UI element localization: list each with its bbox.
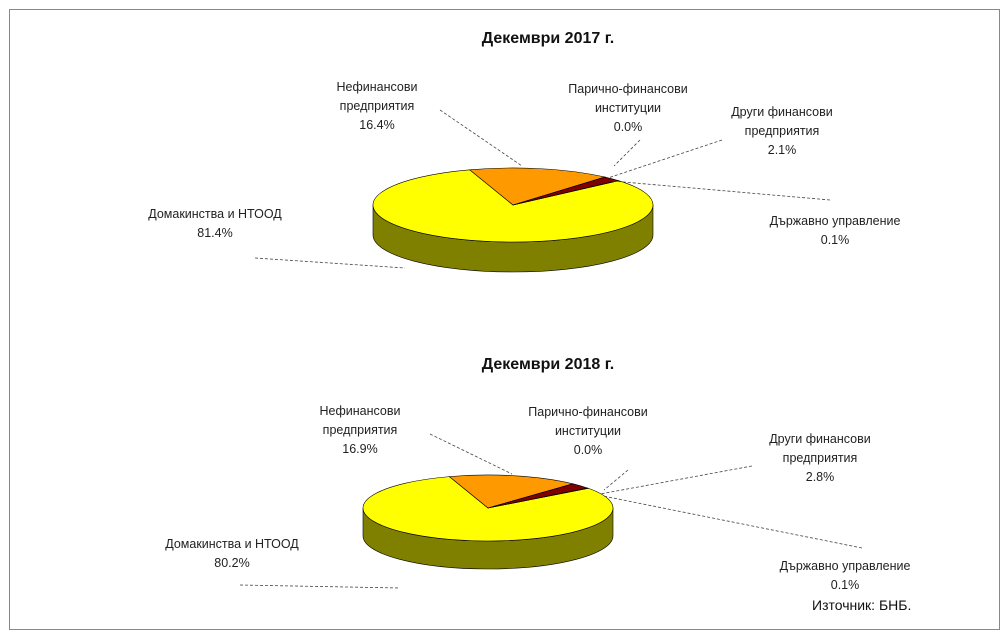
slice-label: Нефинансови предприятия 16.4% <box>317 78 437 135</box>
leader-line <box>611 180 831 201</box>
value-label: 0.1% <box>830 578 860 592</box>
leader-line <box>613 139 641 167</box>
category-label: Парично-финансови институции <box>528 405 648 438</box>
category-label: Парично-финансови институции <box>568 82 688 115</box>
value-label: 81.4% <box>197 226 233 240</box>
category-label: Други финансови предприятия <box>731 105 833 138</box>
leader-line <box>602 495 863 549</box>
value-label: 16.9% <box>342 442 378 456</box>
category-label: Домакинства и НТООД <box>148 207 282 221</box>
value-label: 2.1% <box>767 143 797 157</box>
category-label: Други финансови предприятия <box>769 432 871 465</box>
category-label: Нефинансови предприятия <box>319 404 401 437</box>
slice-label: Парично-финансови институции 0.0% <box>518 403 658 460</box>
pie-slice <box>372 169 654 243</box>
leader-line <box>254 257 406 269</box>
value-label: 16.4% <box>359 118 395 132</box>
value-label: 2.8% <box>805 470 835 484</box>
pie-slice <box>487 487 590 509</box>
category-label: Домакинства и НТООД <box>165 537 299 551</box>
pie-slice <box>512 180 620 206</box>
frame <box>9 9 1000 630</box>
value-label: 0.0% <box>573 443 603 457</box>
value-label: 0.0% <box>613 120 643 134</box>
slice-label: Държавно управление 0.1% <box>745 557 945 595</box>
category-label: Нефинансови предприятия <box>336 80 418 113</box>
category-label: Държавно управление <box>769 214 901 228</box>
slice-label: Други финансови предприятия 2.8% <box>760 430 880 487</box>
value-label: 80.2% <box>214 556 250 570</box>
leader-line <box>239 584 401 589</box>
value-label: 0.1% <box>820 233 850 247</box>
leader-line <box>599 465 753 495</box>
slice-label: Парично-финансови институции 0.0% <box>558 80 698 137</box>
leader-line <box>439 109 523 167</box>
source-note: Източник: БНБ. <box>812 597 912 613</box>
slice-label: Нефинансови предприятия 16.9% <box>300 402 420 459</box>
slice-label: Други финансови предприятия 2.1% <box>722 103 842 160</box>
pie-slice <box>468 167 607 206</box>
chart-title: Декември 2018 г. <box>481 356 615 373</box>
leader-line <box>603 469 629 491</box>
slice-label: Държавно управление 0.1% <box>735 212 935 250</box>
slice-label: Домакинства и НТООД 81.4% <box>115 205 315 243</box>
category-label: Държавно управление <box>779 559 911 573</box>
leader-line <box>607 139 723 179</box>
leader-line <box>429 433 513 475</box>
pie-slice <box>448 474 575 509</box>
pie-slice <box>362 476 614 542</box>
slice-label: Домакинства и НТООД 80.2% <box>132 535 332 573</box>
chart-title: Декември 2017 г. <box>481 30 615 47</box>
